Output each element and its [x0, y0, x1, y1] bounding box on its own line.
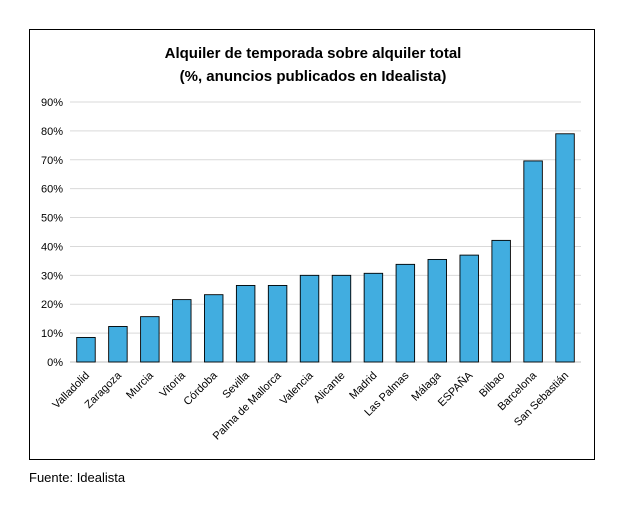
bar: [140, 316, 160, 363]
bar: [331, 274, 352, 363]
source-note: Fuente: Idealista: [29, 470, 126, 485]
y-tick-label: 80%: [41, 126, 63, 138]
bar-chart: Alquiler de temporada sobre alquiler tot…: [41, 45, 581, 443]
bar: [459, 254, 479, 363]
bar: [491, 239, 511, 363]
y-tick-label: 10%: [41, 328, 63, 340]
y-tick-label: 20%: [41, 299, 63, 311]
y-tick-label: 90%: [41, 97, 63, 109]
y-tick-label: 40%: [41, 241, 63, 253]
bar: [363, 272, 384, 363]
y-axis-ticks: 0% 10% 20% 30% 40% 50% 60% 70% 80% 90%: [41, 97, 63, 369]
bars: [76, 133, 575, 363]
bar: [555, 133, 575, 363]
y-tick-label: 50%: [41, 213, 63, 225]
bar: [299, 274, 320, 363]
bar: [172, 299, 192, 363]
y-tick-label: 70%: [41, 155, 63, 167]
x-tick-label: Alicante: [311, 370, 347, 406]
bar: [395, 263, 416, 363]
bar: [204, 294, 224, 363]
x-tick-label: Murcia: [124, 369, 156, 401]
y-tick-label: 0%: [47, 357, 63, 369]
x-tick-label: ESPAÑA: [435, 368, 476, 409]
chart-title-line1: Alquiler de temporada sobre alquiler tot…: [165, 45, 462, 62]
bar: [76, 336, 96, 363]
bar: [523, 160, 543, 363]
chart-title-line2: (%, anuncios publicados en Idealista): [180, 68, 447, 85]
bar: [267, 284, 288, 363]
x-tick-label: Vitoria: [158, 369, 189, 400]
chart-frame: Alquiler de temporada sobre alquiler tot…: [29, 29, 595, 460]
x-tick-label: Córdoba: [182, 369, 221, 408]
bar: [235, 284, 256, 363]
bar: [108, 326, 128, 363]
x-tick-label: Valencia: [278, 369, 316, 407]
y-tick-label: 60%: [41, 184, 63, 196]
bar: [427, 258, 447, 363]
y-tick-label: 30%: [41, 270, 63, 282]
x-tick-label: Bilbao: [477, 370, 507, 400]
